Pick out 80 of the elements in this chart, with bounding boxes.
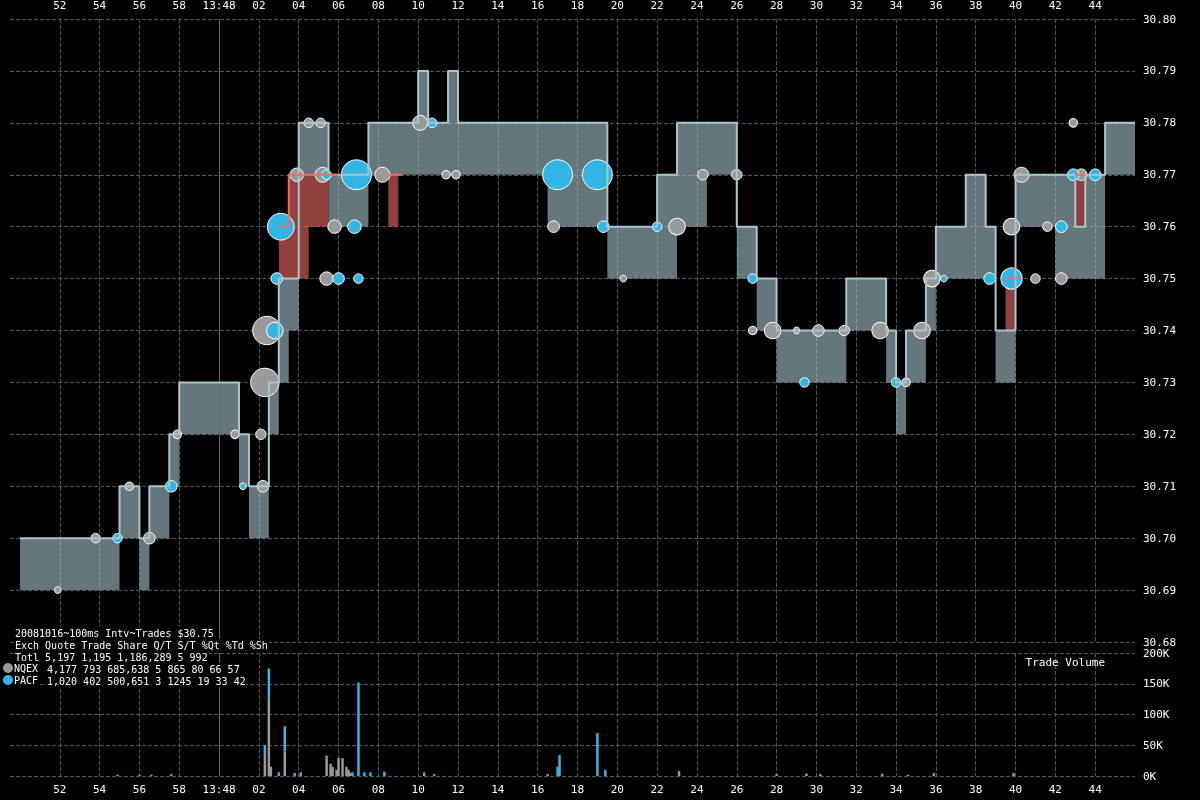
x-tick-label: 16: [531, 783, 545, 796]
x-tick-label: 18: [570, 0, 585, 12]
x-tick-label: 20: [610, 783, 624, 796]
annotation: Exch Quote Trade Share Q/T S/T %Qt %Td %Sh: [15, 639, 268, 651]
x-tick-label: 13:48: [202, 0, 236, 12]
legend-label: PACF: [14, 674, 39, 686]
x-tick-label: 14: [491, 783, 505, 796]
x-tick-label: 22: [650, 783, 664, 796]
annotation: 20081016~100ms Intv~Trades $30.75: [15, 627, 214, 639]
x-tick-label: 58: [172, 0, 186, 12]
x-tick-label: 28: [769, 783, 784, 796]
x-tick-label: 02: [252, 783, 266, 796]
x-tick-label: 28: [769, 0, 784, 12]
y-tick-label: 30.76: [1143, 220, 1177, 234]
x-tick-label: 58: [172, 783, 186, 796]
chart-title: Trade Volume: [1025, 656, 1106, 669]
y-tick-label: 30.78: [1143, 116, 1177, 130]
y-tick-label: 30.68: [1143, 635, 1177, 649]
x-tick-label: 14: [491, 0, 505, 12]
y-tick-label: 30.74: [1143, 324, 1177, 337]
x-tick-label: 34: [889, 0, 904, 12]
x-tick-label: 04: [292, 0, 306, 12]
x-tick-label: 30: [809, 0, 824, 12]
x-tick-label: 10: [411, 0, 425, 12]
x-tick-label: 36: [929, 0, 943, 12]
x-tick-label: 34: [889, 783, 904, 796]
x-tick-label: 04: [292, 783, 306, 796]
y-tick-label: 50K: [1143, 738, 1164, 752]
annotation: 1,020 402 500,651 3 1245 19 33 42: [47, 675, 246, 687]
x-tick-label: 40: [1008, 0, 1023, 12]
annotation: Totl 5,197 1,195 1,186,289 5 992: [15, 651, 208, 663]
x-tick-label: 02: [252, 0, 266, 12]
x-tick-label: 16: [531, 0, 545, 12]
x-tick-label: 08: [371, 783, 385, 796]
legend-label: NQEX: [14, 662, 39, 674]
x-tick-label: 52: [53, 0, 67, 12]
x-tick-label: 56: [132, 783, 147, 796]
x-tick-label: 06: [331, 783, 346, 796]
x-tick-label: 24: [690, 0, 704, 12]
x-tick-label: 12: [451, 783, 465, 796]
x-tick-label: 36: [929, 783, 943, 796]
x-tick-label: 06: [331, 0, 346, 12]
x-tick-label: 22: [650, 0, 664, 12]
x-tick-label: 52: [53, 783, 67, 796]
y-tick-label: 100K: [1143, 708, 1170, 721]
x-tick-label: 24: [690, 783, 704, 796]
x-tick-label: 44: [1088, 0, 1103, 12]
x-tick-label: 56: [132, 0, 147, 12]
y-tick-label: 30.80: [1143, 12, 1177, 26]
x-tick-label: 13:48: [202, 783, 236, 796]
x-tick-label: 12: [451, 0, 465, 12]
x-tick-label: 44: [1088, 783, 1103, 796]
x-tick-label: 32: [849, 0, 863, 12]
x-tick-label: 42: [1048, 0, 1062, 12]
y-tick-label: 30.70: [1143, 531, 1177, 545]
y-tick-label: 30.72: [1143, 427, 1177, 441]
x-tick-label: 54: [92, 0, 107, 12]
y-tick-label: 0K: [1143, 769, 1157, 783]
y-tick-label: 30.71: [1143, 479, 1177, 493]
x-tick-label: 26: [730, 0, 744, 12]
x-tick-label: 32: [849, 783, 863, 796]
x-tick-label: 30: [809, 783, 824, 796]
y-tick-label: 200K: [1143, 646, 1170, 660]
y-tick-label: 30.75: [1143, 272, 1177, 286]
y-tick-label: 30.73: [1143, 375, 1177, 389]
y-tick-label: 150K: [1143, 677, 1170, 691]
x-tick-label: 08: [371, 0, 385, 12]
x-tick-label: 40: [1008, 783, 1023, 796]
x-tick-label: 42: [1048, 783, 1062, 796]
x-tick-label: 26: [730, 783, 744, 796]
x-tick-label: 38: [969, 0, 983, 12]
x-tick-label: 38: [969, 783, 983, 796]
y-tick-label: 30.69: [1143, 583, 1177, 597]
x-tick-label: 10: [411, 783, 425, 796]
x-tick-label: 54: [92, 783, 107, 796]
x-tick-label: 20: [610, 0, 624, 12]
annotation: 4,177 793 685,638 5 865 80 66 57: [47, 663, 240, 675]
x-tick-label: 18: [570, 783, 585, 796]
y-tick-label: 30.79: [1143, 64, 1177, 78]
y-tick-label: 30.77: [1143, 168, 1177, 182]
